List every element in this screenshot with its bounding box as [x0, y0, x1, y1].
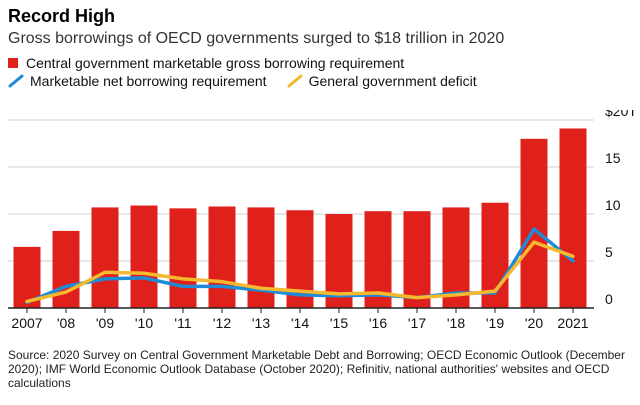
x-tick-label: '08 — [57, 315, 75, 331]
source-note: Source: 2020 Survey on Central Governmen… — [8, 348, 625, 390]
legend-item-gross: Central government marketable gross borr… — [8, 55, 404, 71]
chart-plot: 0 5 10 15 $20T 2007 '08 '09 '10 '11 '12 '13 '14 '15 '1… — [8, 110, 637, 331]
x-tick-label: '16 — [369, 315, 387, 331]
x-tick-label: '09 — [96, 315, 114, 331]
legend-row-2: Marketable net borrowing requirement Gen… — [8, 73, 497, 89]
legend-label-net: Marketable net borrowing requirement — [30, 73, 267, 89]
legend-label-deficit: General government deficit — [308, 73, 477, 89]
x-tick-label: '17 — [408, 315, 426, 331]
bar — [91, 207, 119, 308]
legend-item-deficit: General government deficit — [287, 73, 477, 89]
x-tick-label: '20 — [525, 315, 543, 331]
x-tick-label: '11 — [174, 315, 191, 331]
x-tick-label: '14 — [291, 315, 309, 331]
bar — [52, 230, 80, 308]
bar — [130, 205, 158, 308]
legend-swatch-gross — [8, 58, 18, 68]
bar — [559, 128, 587, 308]
y-tick-label: 0 — [605, 291, 613, 307]
legend-swatch-deficit — [287, 74, 303, 88]
x-tick-label: '18 — [447, 315, 465, 331]
y-tick-label: 15 — [605, 150, 621, 166]
bar — [403, 211, 431, 308]
legend-label-gross: Central government marketable gross borr… — [26, 55, 405, 71]
x-tick-label: '19 — [486, 315, 504, 331]
y-tick-label: 10 — [605, 197, 621, 213]
x-tick-label: '15 — [330, 315, 348, 331]
legend-item-net: Marketable net borrowing requirement — [8, 73, 267, 89]
x-tick-label: '12 — [213, 315, 231, 331]
x-tick-label: '10 — [135, 315, 153, 331]
legend-swatch-net — [8, 74, 24, 88]
bar — [208, 206, 236, 308]
bar — [169, 208, 197, 308]
bar — [520, 138, 548, 308]
x-tick-label: 2007 — [11, 315, 42, 331]
y-tick-label: 5 — [605, 244, 613, 260]
x-tick-label: 2021 — [557, 315, 588, 331]
chart-title: Record High — [8, 6, 116, 26]
legend: Central government marketable gross borr… — [8, 55, 424, 71]
chart-subtitle: Gross borrowings of OECD governments sur… — [8, 30, 505, 47]
y-tick-label: $20T — [605, 110, 637, 119]
x-tick-label: '13 — [252, 315, 270, 331]
